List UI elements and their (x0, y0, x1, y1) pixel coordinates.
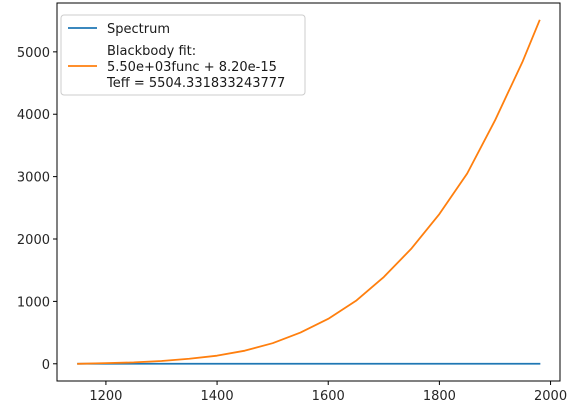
x-tick-label: 1400 (201, 389, 234, 404)
y-axis-ticks: 0 1000 2000 3000 4000 5000 (17, 46, 57, 373)
y-tick-label: 2000 (17, 233, 50, 248)
y-tick-label: 0 (42, 358, 50, 373)
legend-label-blackbody-line-3: Teff = 5504.331833243777 (106, 76, 285, 91)
series-line-blackbody-fit (77, 19, 541, 365)
plot-frame (56, 2, 561, 382)
x-axis-ticks: 1200 1400 1600 1800 2000 (89, 381, 567, 404)
x-tick-label: 1200 (89, 389, 122, 404)
legend-label-blackbody-line-2: 5.50e+03func + 8.20e-15 (107, 60, 277, 75)
x-tick-label: 1600 (312, 389, 345, 404)
x-tick-label: 1800 (423, 389, 456, 404)
y-tick-label: 1000 (17, 295, 50, 310)
legend-label-spectrum: Spectrum (107, 22, 170, 37)
legend: Spectrum Blackbody fit: 5.50e+03func + 8… (60, 14, 306, 96)
y-tick-label: 5000 (17, 46, 50, 61)
legend-label-blackbody-line-1: Blackbody fit: (107, 44, 196, 59)
x-tick-label: 2000 (534, 389, 567, 404)
y-tick-label: 4000 (17, 108, 50, 123)
series-layer (77, 19, 541, 365)
y-tick-label: 3000 (17, 171, 50, 186)
legend-frame (60, 14, 306, 96)
